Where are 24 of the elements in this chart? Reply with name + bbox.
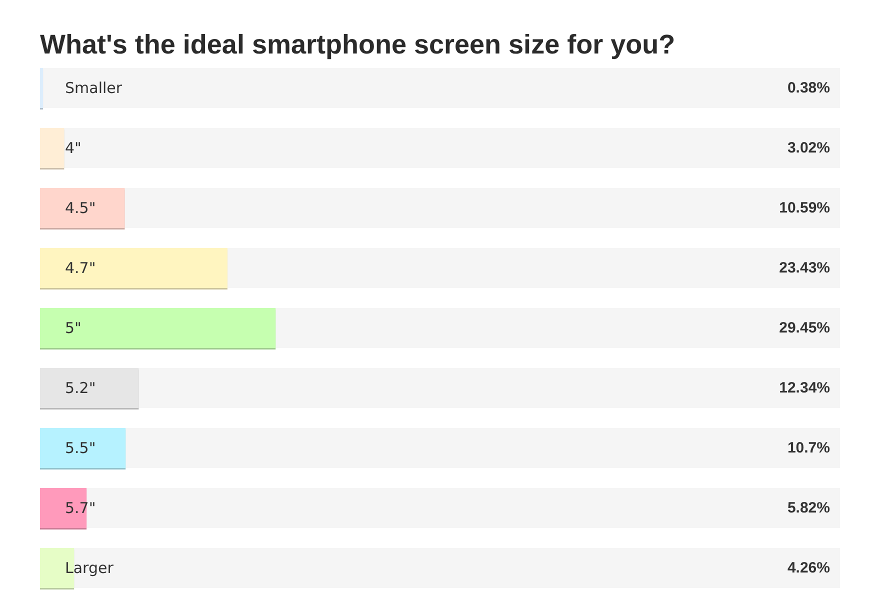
y-tick-label: 4" xyxy=(65,139,82,157)
data-label: 10.59% xyxy=(779,200,830,216)
data-label: 10.7% xyxy=(787,440,830,456)
y-tick-label: 4.5" xyxy=(65,199,96,217)
bar xyxy=(40,368,139,408)
bar xyxy=(40,188,125,228)
bar xyxy=(40,248,228,288)
data-label: 12.34% xyxy=(779,380,830,396)
chart-title: What's the ideal smartphone screen size for you? xyxy=(40,30,676,60)
y-tick-label: Larger xyxy=(65,559,114,577)
data-label: 23.43% xyxy=(779,260,830,276)
y-tick-label: 4.7" xyxy=(65,259,96,277)
bar xyxy=(40,128,64,168)
y-tick-label: 5.2" xyxy=(65,379,96,397)
data-label: 3.02% xyxy=(787,140,830,156)
data-label: 29.45% xyxy=(779,320,830,336)
y-tick-label: 5.5" xyxy=(65,439,96,457)
y-tick-label: 5" xyxy=(65,319,82,337)
y-tick-label: Smaller xyxy=(65,79,123,97)
bar xyxy=(40,428,126,468)
data-label: 5.82% xyxy=(787,500,830,516)
data-label: 0.38% xyxy=(787,80,830,96)
y-tick-label: 5.7" xyxy=(65,499,96,517)
data-label: 4.26% xyxy=(787,560,830,576)
